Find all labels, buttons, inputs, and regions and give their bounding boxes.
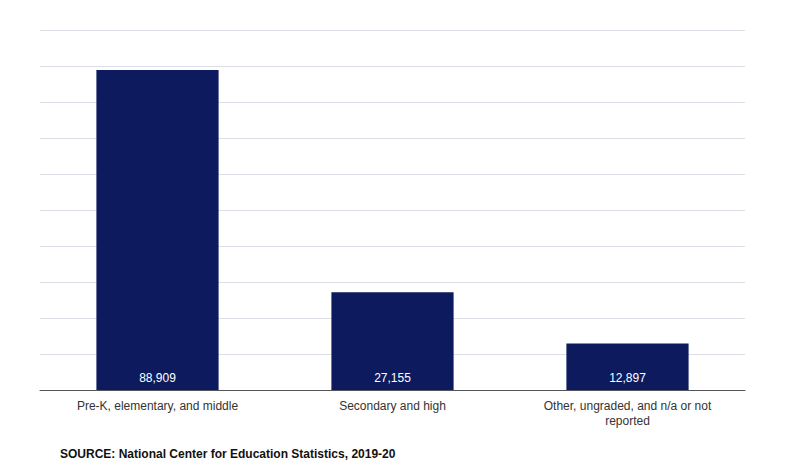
svg-text:88,909: 88,909 (139, 371, 176, 385)
svg-text:reported: reported (605, 414, 650, 428)
svg-text:27,155: 27,155 (374, 371, 411, 385)
svg-text:SOURCE: National Center for Ed: SOURCE: National Center for Education St… (60, 447, 396, 461)
svg-text:12,897: 12,897 (609, 371, 646, 385)
svg-text:Pre-K, elementary, and middle: Pre-K, elementary, and middle (77, 399, 239, 413)
svg-text:Secondary and high: Secondary and high (339, 399, 446, 413)
svg-text:Other, ungraded, and n/a or no: Other, ungraded, and n/a or not (544, 399, 712, 413)
